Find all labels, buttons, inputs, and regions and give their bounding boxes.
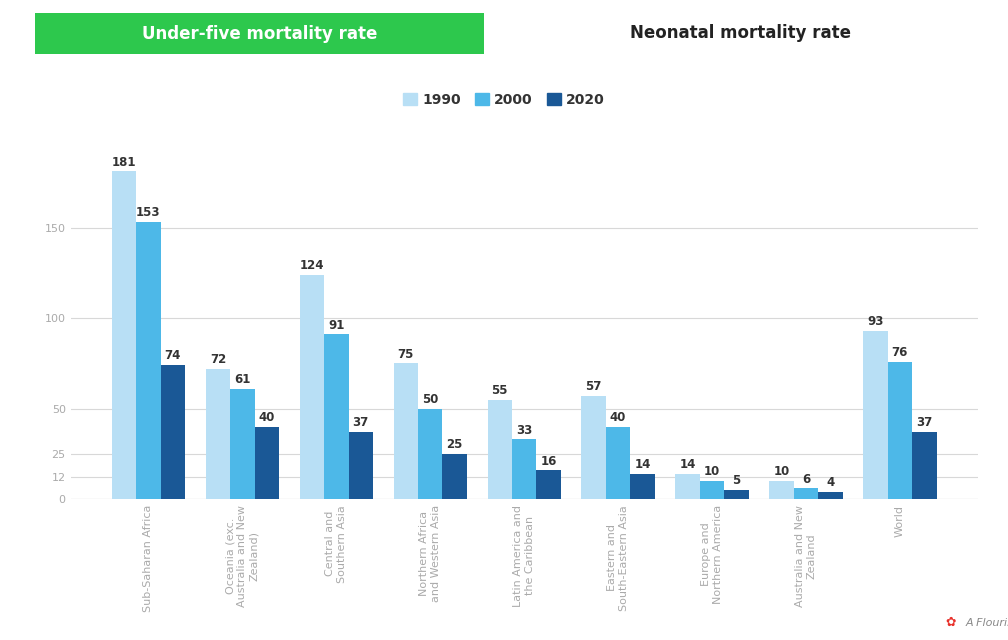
- Legend: 1990, 2000, 2020: 1990, 2000, 2020: [397, 87, 611, 112]
- Bar: [230, 388, 255, 499]
- Text: 55: 55: [492, 384, 508, 397]
- Bar: [888, 362, 912, 499]
- Text: 93: 93: [867, 315, 884, 328]
- Text: 5: 5: [733, 474, 741, 488]
- Text: 4: 4: [827, 476, 835, 489]
- Bar: [160, 365, 185, 499]
- Text: 61: 61: [234, 373, 251, 386]
- Text: 181: 181: [112, 156, 136, 169]
- Text: 153: 153: [136, 207, 160, 220]
- Text: 50: 50: [422, 393, 438, 406]
- Text: A Flourish chart: A Flourish chart: [966, 618, 1008, 628]
- Text: 16: 16: [540, 454, 556, 467]
- Text: 14: 14: [634, 458, 651, 471]
- Bar: [536, 470, 560, 499]
- Text: Neonatal mortality rate: Neonatal mortality rate: [630, 24, 852, 42]
- Bar: [349, 432, 373, 499]
- Bar: [299, 275, 325, 499]
- Text: 40: 40: [259, 411, 275, 424]
- Text: 10: 10: [704, 465, 720, 478]
- Bar: [512, 440, 536, 499]
- Text: 124: 124: [299, 259, 325, 272]
- Bar: [818, 492, 843, 499]
- Text: Under-five mortality rate: Under-five mortality rate: [142, 24, 377, 43]
- Bar: [724, 490, 749, 499]
- Text: 57: 57: [586, 380, 602, 393]
- Text: 40: 40: [610, 411, 626, 424]
- Bar: [325, 335, 349, 499]
- Bar: [136, 222, 160, 499]
- Bar: [700, 481, 724, 499]
- Bar: [863, 331, 888, 499]
- Bar: [630, 474, 655, 499]
- Text: 37: 37: [916, 417, 932, 429]
- Text: 25: 25: [447, 438, 463, 451]
- Text: 75: 75: [397, 348, 414, 361]
- Text: 33: 33: [516, 424, 532, 436]
- Text: 6: 6: [801, 472, 810, 486]
- Bar: [582, 396, 606, 499]
- Bar: [606, 427, 630, 499]
- Bar: [912, 432, 936, 499]
- Bar: [793, 488, 818, 499]
- Text: ✿: ✿: [946, 616, 956, 628]
- Bar: [488, 399, 512, 499]
- Bar: [675, 474, 700, 499]
- Bar: [443, 454, 467, 499]
- Bar: [769, 481, 793, 499]
- Bar: [393, 364, 418, 499]
- Text: 10: 10: [773, 465, 789, 478]
- Bar: [206, 369, 230, 499]
- Text: 37: 37: [353, 417, 369, 429]
- Text: 74: 74: [164, 349, 181, 362]
- Text: 14: 14: [679, 458, 696, 471]
- Text: 72: 72: [210, 353, 226, 366]
- Bar: [255, 427, 279, 499]
- Text: 91: 91: [329, 319, 345, 332]
- Text: 76: 76: [892, 346, 908, 359]
- Bar: [112, 172, 136, 499]
- Bar: [418, 409, 443, 499]
